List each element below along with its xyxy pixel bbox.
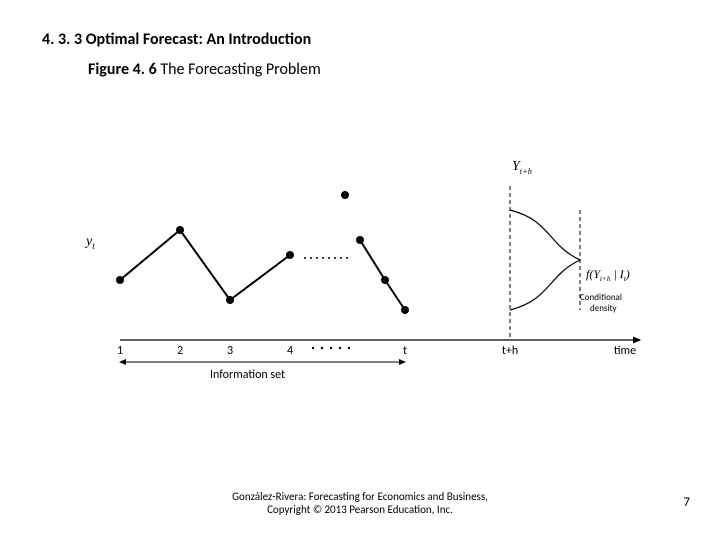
figure-title: Figure 4. 6 The Forecasting Problem: [88, 60, 321, 79]
svg-text:Conditional: Conditional: [580, 292, 622, 303]
figure-label: Figure 4. 6: [88, 60, 157, 79]
footer-line2: Copyright © 2013 Pearson Education, Inc.: [0, 503, 720, 516]
svg-text:2: 2: [177, 344, 183, 358]
svg-text:1: 1: [117, 344, 123, 358]
svg-text:t+h: t+h: [502, 344, 518, 358]
figure-rest: The Forecasting Problem: [157, 60, 321, 79]
svg-text:density: density: [590, 303, 618, 314]
svg-text:Yt+h: Yt+h: [512, 159, 532, 176]
section-title: 4. 3. 3 Optimal Forecast: An Introductio…: [42, 30, 311, 49]
svg-text:Information set: Information set: [210, 368, 285, 382]
page-number: 7: [683, 495, 690, 510]
forecasting-chart: 1234tt+htimeInformation setytYt+hf(Yt+h …: [80, 150, 640, 370]
svg-text:t: t: [403, 344, 407, 358]
svg-text:yt: yt: [84, 234, 95, 251]
svg-text:4: 4: [287, 344, 293, 358]
footer-line1: González-Rivera: Forecasting for Economi…: [0, 490, 720, 503]
svg-text:3: 3: [227, 344, 233, 358]
svg-text:f(Yt+h | It): f(Yt+h | It): [586, 267, 630, 283]
svg-text:time: time: [614, 344, 636, 358]
footer: González-Rivera: Forecasting for Economi…: [0, 490, 720, 516]
